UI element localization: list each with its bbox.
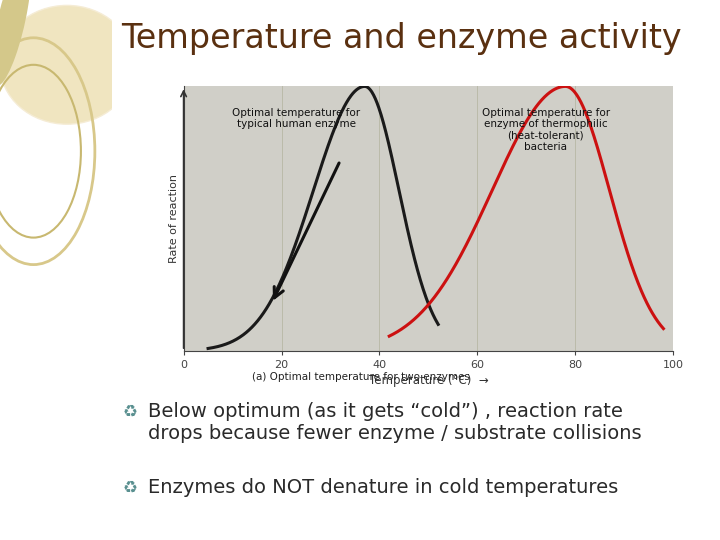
Ellipse shape [0, 0, 31, 86]
Text: ♻: ♻ [122, 402, 138, 420]
Text: Enzymes do NOT denature in cold temperatures: Enzymes do NOT denature in cold temperat… [148, 478, 618, 497]
X-axis label: Temperature (°C)  →: Temperature (°C) → [369, 374, 488, 387]
Text: Below optimum (as it gets “cold”) , reaction rate: Below optimum (as it gets “cold”) , reac… [148, 402, 623, 421]
Text: Optimal temperature for
typical human enzyme: Optimal temperature for typical human en… [232, 107, 360, 129]
Text: Temperature and enzyme activity: Temperature and enzyme activity [121, 22, 682, 55]
Text: ♻: ♻ [122, 478, 138, 496]
Text: Optimal temperature for
enzyme of thermophilic
(heat-tolerant)
bacteria: Optimal temperature for enzyme of thermo… [482, 107, 610, 152]
Text: drops because fewer enzyme / substrate collisions: drops because fewer enzyme / substrate c… [148, 424, 642, 443]
Ellipse shape [0, 5, 134, 124]
Y-axis label: Rate of reaction: Rate of reaction [169, 174, 179, 263]
Text: (a) Optimal temperature for two enzymes: (a) Optimal temperature for two enzymes [252, 372, 470, 382]
